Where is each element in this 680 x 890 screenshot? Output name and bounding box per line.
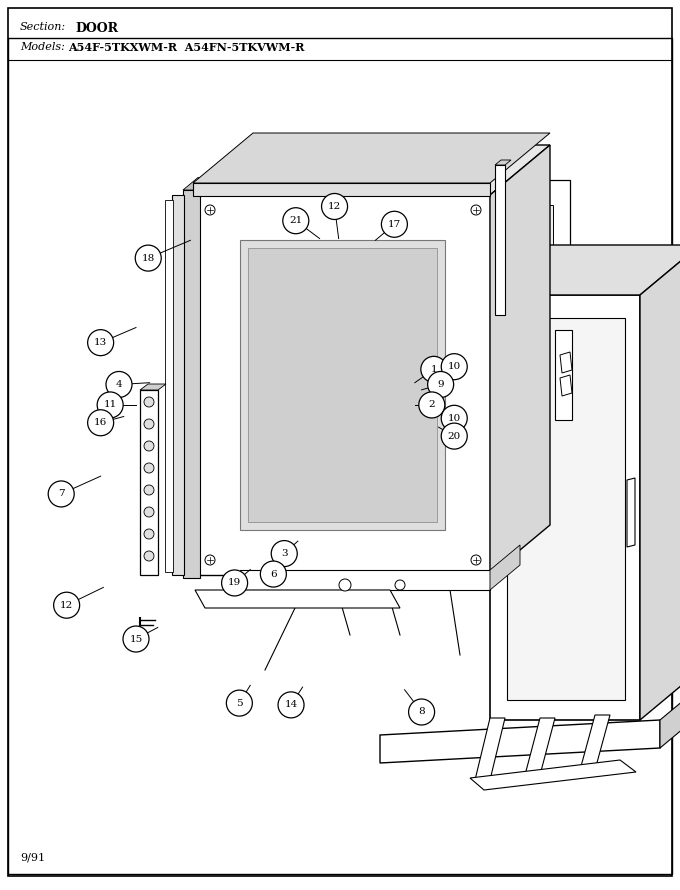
- Polygon shape: [410, 205, 553, 555]
- Circle shape: [381, 211, 407, 238]
- Circle shape: [271, 540, 297, 567]
- Polygon shape: [560, 352, 572, 373]
- Circle shape: [144, 507, 154, 517]
- Circle shape: [260, 561, 286, 587]
- Circle shape: [339, 579, 351, 591]
- Polygon shape: [193, 133, 550, 183]
- Text: 3: 3: [281, 549, 288, 558]
- Text: 17: 17: [388, 220, 401, 229]
- Circle shape: [144, 551, 154, 561]
- Text: 1: 1: [430, 365, 437, 374]
- Polygon shape: [183, 177, 215, 190]
- Polygon shape: [495, 160, 511, 165]
- Polygon shape: [555, 330, 572, 420]
- Circle shape: [441, 353, 467, 380]
- Circle shape: [226, 690, 252, 716]
- Text: 9/91: 9/91: [20, 852, 45, 862]
- Polygon shape: [490, 295, 640, 720]
- Circle shape: [283, 207, 309, 234]
- Polygon shape: [640, 245, 680, 720]
- Circle shape: [278, 692, 304, 718]
- Circle shape: [421, 356, 447, 383]
- Polygon shape: [240, 570, 490, 590]
- Text: 16: 16: [94, 418, 107, 427]
- Circle shape: [144, 419, 154, 429]
- Text: 12: 12: [60, 601, 73, 610]
- Polygon shape: [195, 145, 550, 195]
- Text: A54F-5TKXWM-R  A54FN-5TKVWM-R: A54F-5TKXWM-R A54FN-5TKVWM-R: [68, 42, 305, 53]
- Circle shape: [471, 555, 481, 565]
- Polygon shape: [240, 240, 445, 530]
- Text: 6: 6: [270, 570, 277, 578]
- Polygon shape: [580, 715, 610, 770]
- Text: 20: 20: [447, 432, 461, 441]
- Text: 14: 14: [284, 700, 298, 709]
- Polygon shape: [507, 318, 625, 700]
- Circle shape: [97, 392, 123, 418]
- Circle shape: [88, 329, 114, 356]
- Text: 21: 21: [289, 216, 303, 225]
- Text: 8: 8: [418, 708, 425, 716]
- Polygon shape: [248, 248, 437, 522]
- Polygon shape: [172, 195, 184, 575]
- Polygon shape: [490, 245, 680, 295]
- Circle shape: [123, 626, 149, 652]
- Polygon shape: [525, 718, 555, 775]
- Text: 10: 10: [447, 414, 461, 423]
- Text: 5: 5: [236, 699, 243, 708]
- Circle shape: [205, 555, 215, 565]
- Polygon shape: [627, 478, 635, 547]
- Text: 7: 7: [58, 490, 65, 498]
- Polygon shape: [140, 390, 158, 575]
- Text: 15: 15: [129, 635, 143, 643]
- Polygon shape: [193, 183, 490, 196]
- Circle shape: [135, 245, 161, 271]
- Circle shape: [144, 463, 154, 473]
- Polygon shape: [470, 760, 636, 790]
- Circle shape: [144, 529, 154, 539]
- Circle shape: [48, 481, 74, 507]
- Circle shape: [322, 193, 347, 220]
- Circle shape: [441, 423, 467, 449]
- Text: 11: 11: [103, 400, 117, 409]
- Text: 4: 4: [116, 380, 122, 389]
- Circle shape: [144, 485, 154, 495]
- Text: 2: 2: [428, 400, 435, 409]
- Circle shape: [395, 580, 405, 590]
- Text: Models:: Models:: [20, 42, 65, 52]
- Text: DOOR: DOOR: [75, 22, 118, 35]
- Text: 19: 19: [228, 578, 241, 587]
- Text: 12: 12: [328, 202, 341, 211]
- Text: Section:: Section:: [20, 22, 66, 32]
- Polygon shape: [380, 720, 660, 763]
- Circle shape: [144, 397, 154, 407]
- Circle shape: [222, 570, 248, 596]
- Circle shape: [144, 441, 154, 451]
- Polygon shape: [495, 165, 505, 315]
- Polygon shape: [490, 145, 550, 575]
- Circle shape: [471, 205, 481, 215]
- Circle shape: [205, 205, 215, 215]
- Circle shape: [54, 592, 80, 619]
- Circle shape: [88, 409, 114, 436]
- Text: 18: 18: [141, 254, 155, 263]
- Polygon shape: [390, 180, 570, 575]
- Polygon shape: [140, 384, 166, 390]
- Polygon shape: [660, 700, 680, 748]
- Circle shape: [428, 371, 454, 398]
- Polygon shape: [560, 375, 572, 396]
- Polygon shape: [183, 190, 200, 578]
- Polygon shape: [195, 195, 490, 575]
- Text: 9: 9: [437, 380, 444, 389]
- Circle shape: [409, 699, 435, 725]
- Polygon shape: [195, 590, 400, 608]
- Text: 10: 10: [447, 362, 461, 371]
- Circle shape: [441, 405, 467, 432]
- Polygon shape: [165, 200, 173, 572]
- Polygon shape: [490, 545, 520, 590]
- Text: 13: 13: [94, 338, 107, 347]
- Polygon shape: [475, 718, 505, 780]
- Circle shape: [419, 392, 445, 418]
- Circle shape: [106, 371, 132, 398]
